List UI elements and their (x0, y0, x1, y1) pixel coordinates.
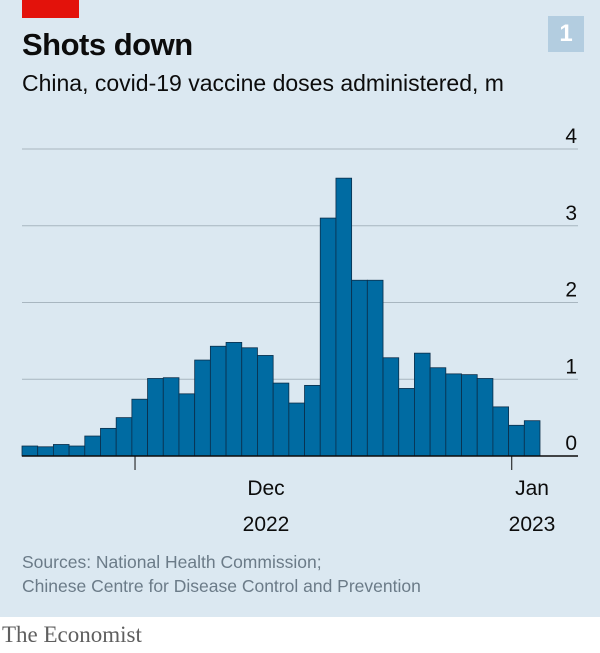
y-tick-label: 4 (565, 125, 577, 148)
bar (68, 445, 86, 457)
y-tick-label: 3 (565, 202, 577, 225)
bar (319, 217, 337, 457)
chart-subtitle: China, covid-19 vaccine doses administer… (22, 70, 504, 96)
chart-number-badge: 1 (548, 16, 584, 52)
bar (429, 367, 447, 457)
x-tick-year: 2022 (243, 513, 290, 536)
bar (100, 427, 117, 457)
bar (366, 279, 384, 457)
bar (288, 402, 305, 457)
bar (84, 435, 101, 457)
chart-panel (0, 0, 600, 617)
gridlines (22, 148, 578, 380)
x-axis: Dec 2022 Jan 2023 (22, 455, 578, 536)
x-tick-label: Jan (515, 477, 549, 500)
bar-chart: 0 1 2 3 4 Dec 2022 Jan 2023 (21, 125, 578, 536)
bar (37, 446, 54, 457)
publisher-logo: The Economist (2, 622, 142, 647)
y-axis-ticks: 0 1 2 3 4 (565, 125, 577, 455)
bar (414, 352, 431, 457)
bar (241, 347, 258, 457)
y-tick-label: 1 (565, 355, 577, 378)
bar (225, 342, 243, 457)
bar (209, 345, 227, 457)
bar (304, 384, 321, 457)
bar (257, 355, 274, 457)
y-tick-label: 0 (565, 432, 577, 455)
bar (476, 378, 494, 457)
source-line-1: Sources: National Health Commission; (22, 552, 322, 572)
bar (398, 388, 415, 457)
bar (351, 279, 368, 457)
bar (162, 377, 180, 457)
chart-title: Shots down (22, 27, 193, 62)
bar (131, 398, 148, 457)
bar (52, 444, 70, 457)
source-note: Sources: National Health Commission; Chi… (22, 550, 421, 598)
bar (461, 374, 478, 457)
bars (21, 177, 541, 457)
bar (178, 393, 196, 457)
bar (272, 382, 290, 457)
bar (382, 357, 400, 457)
source-line-2: Chinese Centre for Disease Control and P… (22, 576, 421, 596)
bar (445, 373, 462, 457)
bar (492, 406, 510, 457)
bar (194, 359, 211, 457)
x-tick-label: Dec (247, 477, 284, 500)
bar (147, 378, 164, 457)
brand-tag (22, 0, 79, 18)
bar (335, 177, 353, 457)
x-tick-year: 2023 (509, 513, 556, 536)
bar (21, 445, 39, 457)
bar (508, 424, 525, 457)
y-tick-label: 2 (565, 279, 577, 302)
bar (115, 417, 133, 457)
bar (523, 420, 541, 457)
